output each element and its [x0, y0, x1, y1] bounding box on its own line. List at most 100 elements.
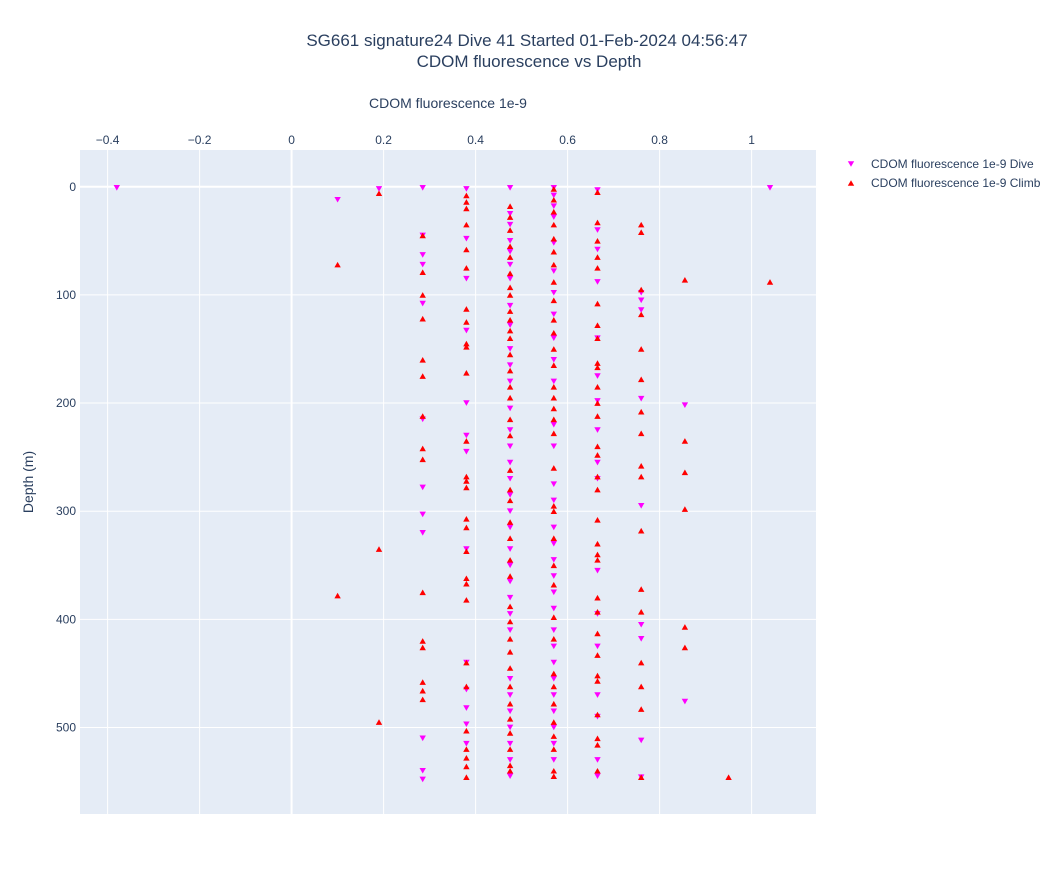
data-point[interactable] [334, 592, 341, 599]
data-point[interactable] [463, 746, 470, 752]
data-point[interactable] [419, 735, 426, 742]
data-point[interactable] [681, 644, 689, 651]
data-point[interactable] [550, 524, 557, 531]
data-point[interactable] [463, 369, 470, 376]
data-point[interactable] [419, 261, 426, 268]
data-point[interactable] [419, 315, 426, 322]
data-point[interactable] [638, 286, 645, 293]
data-point[interactable] [506, 302, 514, 309]
data-point[interactable] [506, 716, 514, 722]
data-point[interactable] [506, 284, 514, 291]
data-point[interactable] [419, 687, 426, 694]
data-point[interactable] [506, 757, 514, 763]
data-point[interactable] [594, 741, 601, 748]
data-point[interactable] [550, 614, 557, 620]
data-point[interactable] [463, 199, 470, 205]
data-point[interactable] [594, 373, 601, 379]
data-point[interactable] [463, 438, 470, 444]
data-point[interactable] [419, 356, 426, 363]
data-point[interactable] [550, 335, 557, 341]
data-point[interactable] [463, 705, 470, 711]
data-point[interactable] [638, 737, 645, 744]
data-point[interactable] [506, 573, 514, 579]
data-point[interactable] [638, 297, 645, 304]
data-point[interactable] [506, 362, 514, 369]
data-point[interactable] [375, 719, 383, 725]
data-point[interactable] [506, 762, 514, 769]
data-point[interactable] [550, 540, 557, 547]
data-point[interactable] [419, 511, 426, 518]
data-point[interactable] [506, 467, 514, 473]
data-point[interactable] [463, 400, 470, 406]
data-point[interactable] [550, 692, 557, 698]
data-point[interactable] [506, 248, 514, 255]
data-point[interactable] [550, 297, 557, 304]
data-point[interactable] [419, 530, 426, 536]
data-point[interactable] [463, 473, 470, 480]
data-point[interactable] [463, 432, 470, 439]
data-point[interactable] [419, 776, 426, 783]
data-point[interactable] [463, 235, 470, 242]
data-point[interactable] [419, 638, 426, 644]
data-point[interactable] [506, 508, 514, 514]
data-point[interactable] [550, 733, 557, 739]
data-point[interactable] [506, 214, 514, 220]
data-point[interactable] [594, 219, 601, 226]
data-point[interactable] [463, 740, 470, 747]
data-point[interactable] [506, 211, 514, 217]
data-point[interactable] [506, 275, 514, 282]
data-point[interactable] [550, 481, 557, 487]
data-point[interactable] [419, 373, 426, 379]
data-point[interactable] [594, 643, 601, 650]
data-point[interactable] [550, 261, 557, 268]
data-point[interactable] [594, 238, 601, 244]
data-point[interactable] [594, 630, 601, 637]
data-point[interactable] [594, 335, 601, 341]
data-point[interactable] [550, 740, 557, 747]
data-point[interactable] [506, 185, 514, 191]
data-point[interactable] [594, 711, 601, 718]
data-point[interactable] [550, 346, 557, 352]
data-point[interactable] [506, 524, 514, 531]
data-point[interactable] [638, 502, 645, 509]
data-point[interactable] [594, 300, 601, 307]
data-point[interactable] [506, 535, 514, 542]
data-point[interactable] [594, 678, 601, 684]
data-point[interactable] [506, 322, 514, 328]
data-point[interactable] [506, 700, 514, 707]
data-point[interactable] [506, 270, 514, 277]
data-point[interactable] [594, 551, 601, 558]
data-point[interactable] [506, 443, 514, 450]
data-point[interactable] [725, 774, 732, 781]
data-point[interactable] [506, 238, 514, 244]
data-point[interactable] [594, 608, 601, 615]
data-point[interactable] [375, 186, 383, 192]
data-point[interactable] [463, 727, 470, 734]
data-point[interactable] [550, 416, 557, 423]
data-point[interactable] [550, 708, 557, 715]
data-point[interactable] [550, 329, 557, 336]
data-point[interactable] [419, 232, 426, 239]
data-point[interactable] [594, 360, 601, 366]
data-point[interactable] [594, 265, 601, 271]
data-point[interactable] [550, 248, 557, 255]
data-point[interactable] [506, 746, 514, 752]
data-point[interactable] [638, 473, 645, 480]
data-point[interactable] [463, 265, 470, 271]
data-point[interactable] [375, 546, 383, 552]
data-point[interactable] [506, 416, 514, 423]
data-point[interactable] [594, 652, 601, 658]
data-point[interactable] [638, 706, 645, 712]
data-point[interactable] [594, 443, 601, 450]
data-point[interactable] [550, 384, 557, 390]
data-point[interactable] [463, 186, 470, 192]
data-point[interactable] [506, 459, 514, 466]
data-point[interactable] [594, 473, 601, 480]
data-point[interactable] [506, 648, 514, 655]
data-point[interactable] [550, 289, 557, 296]
data-point[interactable] [419, 445, 426, 452]
data-point[interactable] [419, 292, 426, 298]
data-point[interactable] [550, 700, 557, 707]
data-point[interactable] [638, 586, 645, 592]
data-point[interactable] [506, 611, 514, 617]
